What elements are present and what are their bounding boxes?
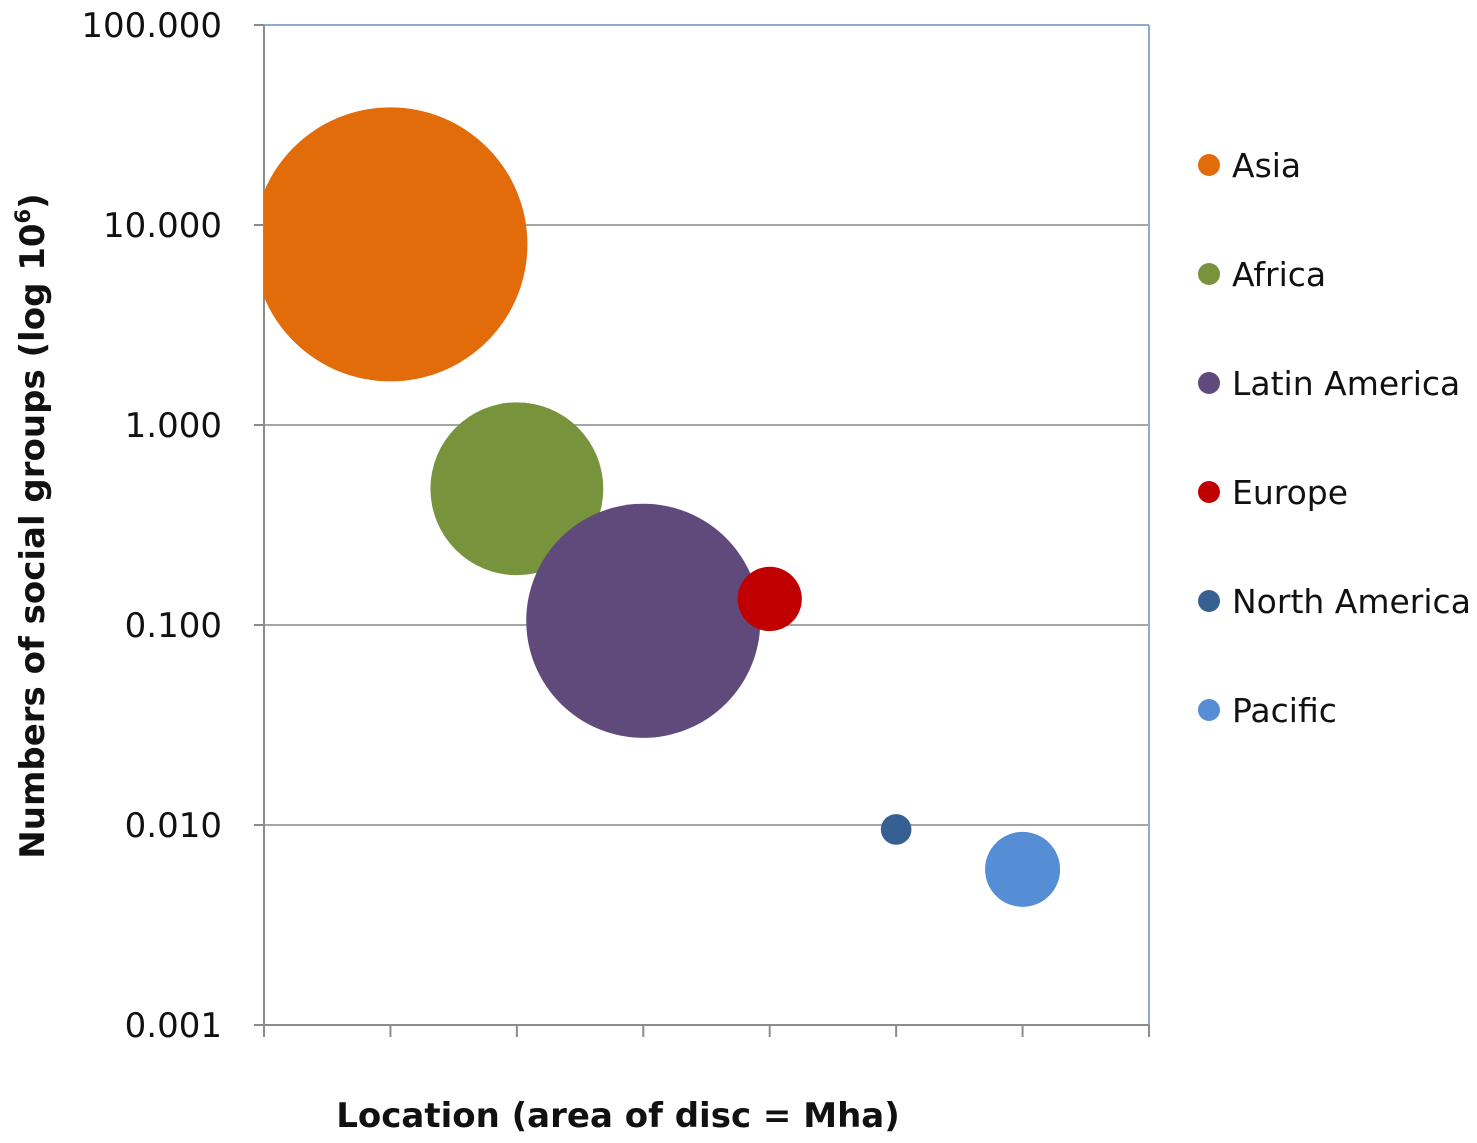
- legend-label-europe: Europe: [1232, 473, 1348, 512]
- bubble-pacific: [985, 831, 1061, 907]
- bubble-africa: [430, 402, 604, 576]
- y-tick-label-0: 100.000: [81, 6, 222, 46]
- legend-label-asia: Asia: [1232, 146, 1301, 185]
- legend-marker-pacific: [1198, 699, 1220, 721]
- legend-label-pacific: Pacific: [1232, 691, 1337, 730]
- bubble-asia: [264, 107, 528, 382]
- x-axis-title: Location (area of disc = Mha): [336, 1096, 900, 1136]
- legend-marker-europe: [1198, 481, 1220, 503]
- legend-marker-asia: [1198, 154, 1220, 176]
- y-tick-label-5: 0.001: [125, 1006, 222, 1046]
- bubble-latin-america: [526, 503, 761, 738]
- y-tick-label-1: 10.000: [103, 206, 222, 246]
- y-tick-label-2: 1.000: [125, 406, 222, 446]
- y-tick-labels: 100.000 10.000 1.000 0.100 0.010 0.001: [81, 6, 222, 1046]
- y-axis-title-main: Numbers of social groups (log 10: [13, 223, 53, 858]
- legend-label-latin-america: Latin America: [1232, 364, 1460, 403]
- y-axis-title-sup: 6: [11, 209, 35, 224]
- y-axis-title-close: ): [13, 193, 53, 209]
- legend-label-north-america: North America: [1232, 582, 1471, 621]
- legend: Asia Africa Latin America Europe North Ameri…: [1198, 146, 1471, 730]
- y-axis-title: Numbers of social groups (log 106): [11, 193, 53, 858]
- legend-marker-north-america: [1198, 590, 1220, 612]
- bubble-europe: [737, 566, 802, 632]
- bubbles: [264, 107, 1061, 907]
- legend-marker-africa: [1198, 263, 1220, 285]
- y-tick-label-4: 0.010: [125, 806, 222, 846]
- legend-marker-latin-america: [1198, 372, 1220, 394]
- y-tick-label-3: 0.100: [125, 606, 222, 646]
- legend-label-africa: Africa: [1232, 255, 1326, 294]
- bubble-north-america: [880, 814, 912, 845]
